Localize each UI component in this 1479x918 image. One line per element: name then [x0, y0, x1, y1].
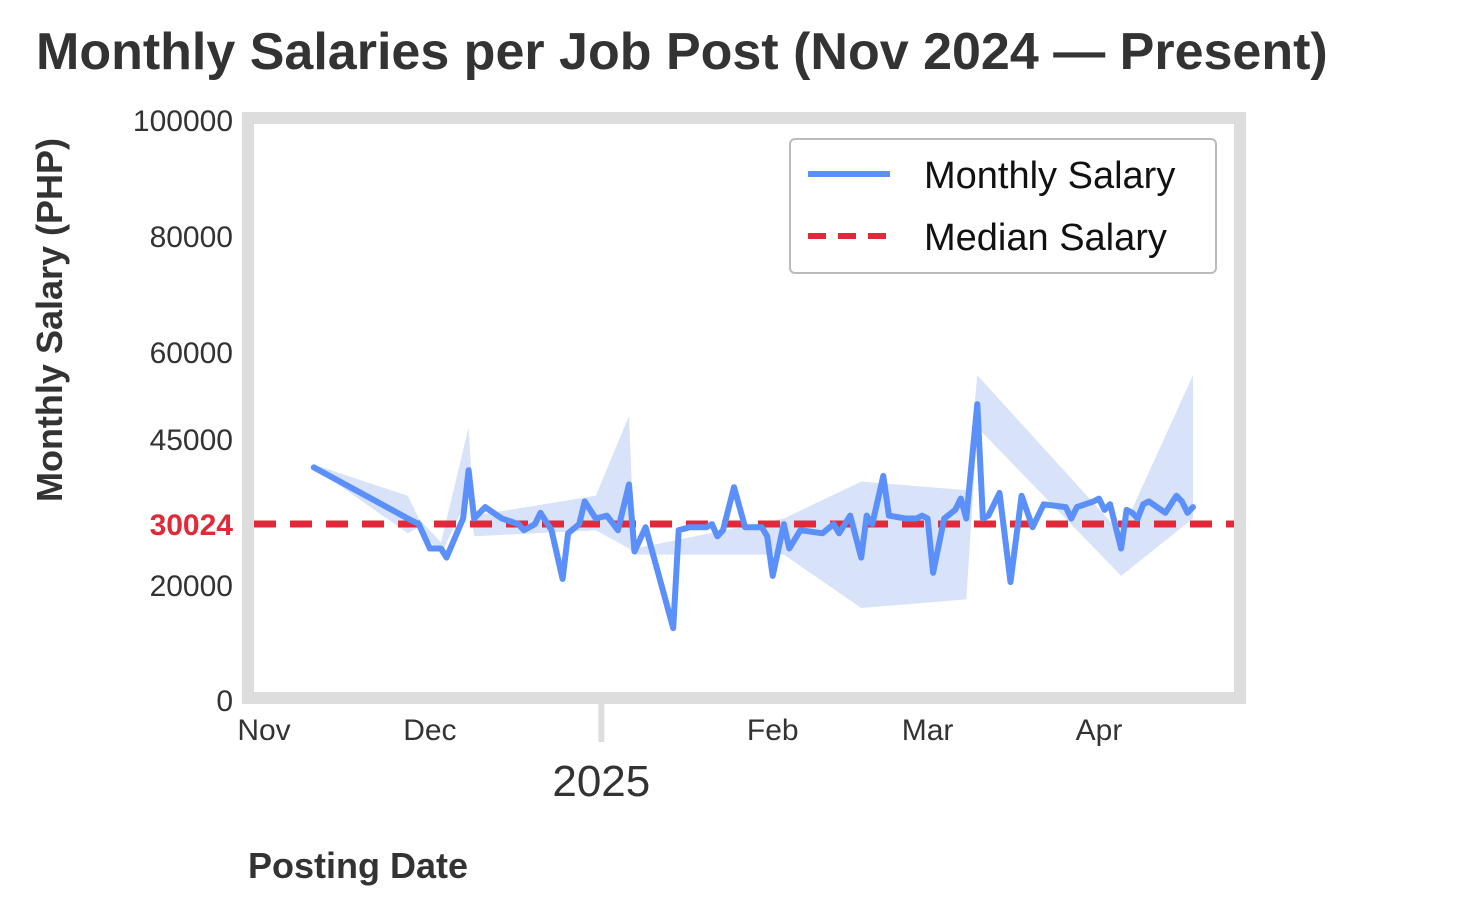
monthly-salary-line — [310, 401, 1196, 632]
y-axis-ticks: 0 20000 30024 45000 60000 80000 100000 — [133, 105, 233, 718]
y-axis-label: Monthly Salary (PHP) — [29, 138, 70, 502]
chart-title: Monthly Salaries per Job Post (Nov 2024 … — [36, 23, 1328, 81]
salary-series-layer — [310, 401, 1196, 632]
legend-box — [789, 138, 1217, 274]
y-tick-label: 100000 — [133, 105, 233, 138]
x-tick-label: Feb — [747, 714, 799, 747]
confidence-band-layer — [313, 375, 1193, 608]
y-tick-label: 60000 — [150, 337, 233, 370]
legend-label-monthly-salary: Monthly Salary — [924, 155, 1175, 197]
x-axis-year-label: 2025 — [552, 757, 650, 806]
plot-frame — [242, 112, 1246, 704]
x-tick-label: Apr — [1076, 714, 1123, 747]
y-tick-label: 80000 — [150, 221, 233, 254]
y-tick-label-median: 30024 — [150, 509, 234, 542]
x-axis-ticks: Nov Dec Feb Mar Apr — [237, 714, 1122, 747]
legend-label-median-salary: Median Salary — [924, 217, 1167, 259]
x-tick-label: Mar — [902, 714, 954, 747]
legend: Monthly Salary Median Salary — [789, 138, 1217, 274]
confidence-band — [313, 375, 1193, 608]
y-tick-label: 45000 — [150, 424, 233, 457]
x-tick-label: Nov — [237, 714, 290, 747]
y-tick-label: 0 — [216, 685, 233, 718]
x-axis-label: Posting Date — [248, 845, 468, 886]
y-tick-label: 20000 — [150, 570, 233, 603]
x-tick-label: Dec — [403, 714, 456, 747]
